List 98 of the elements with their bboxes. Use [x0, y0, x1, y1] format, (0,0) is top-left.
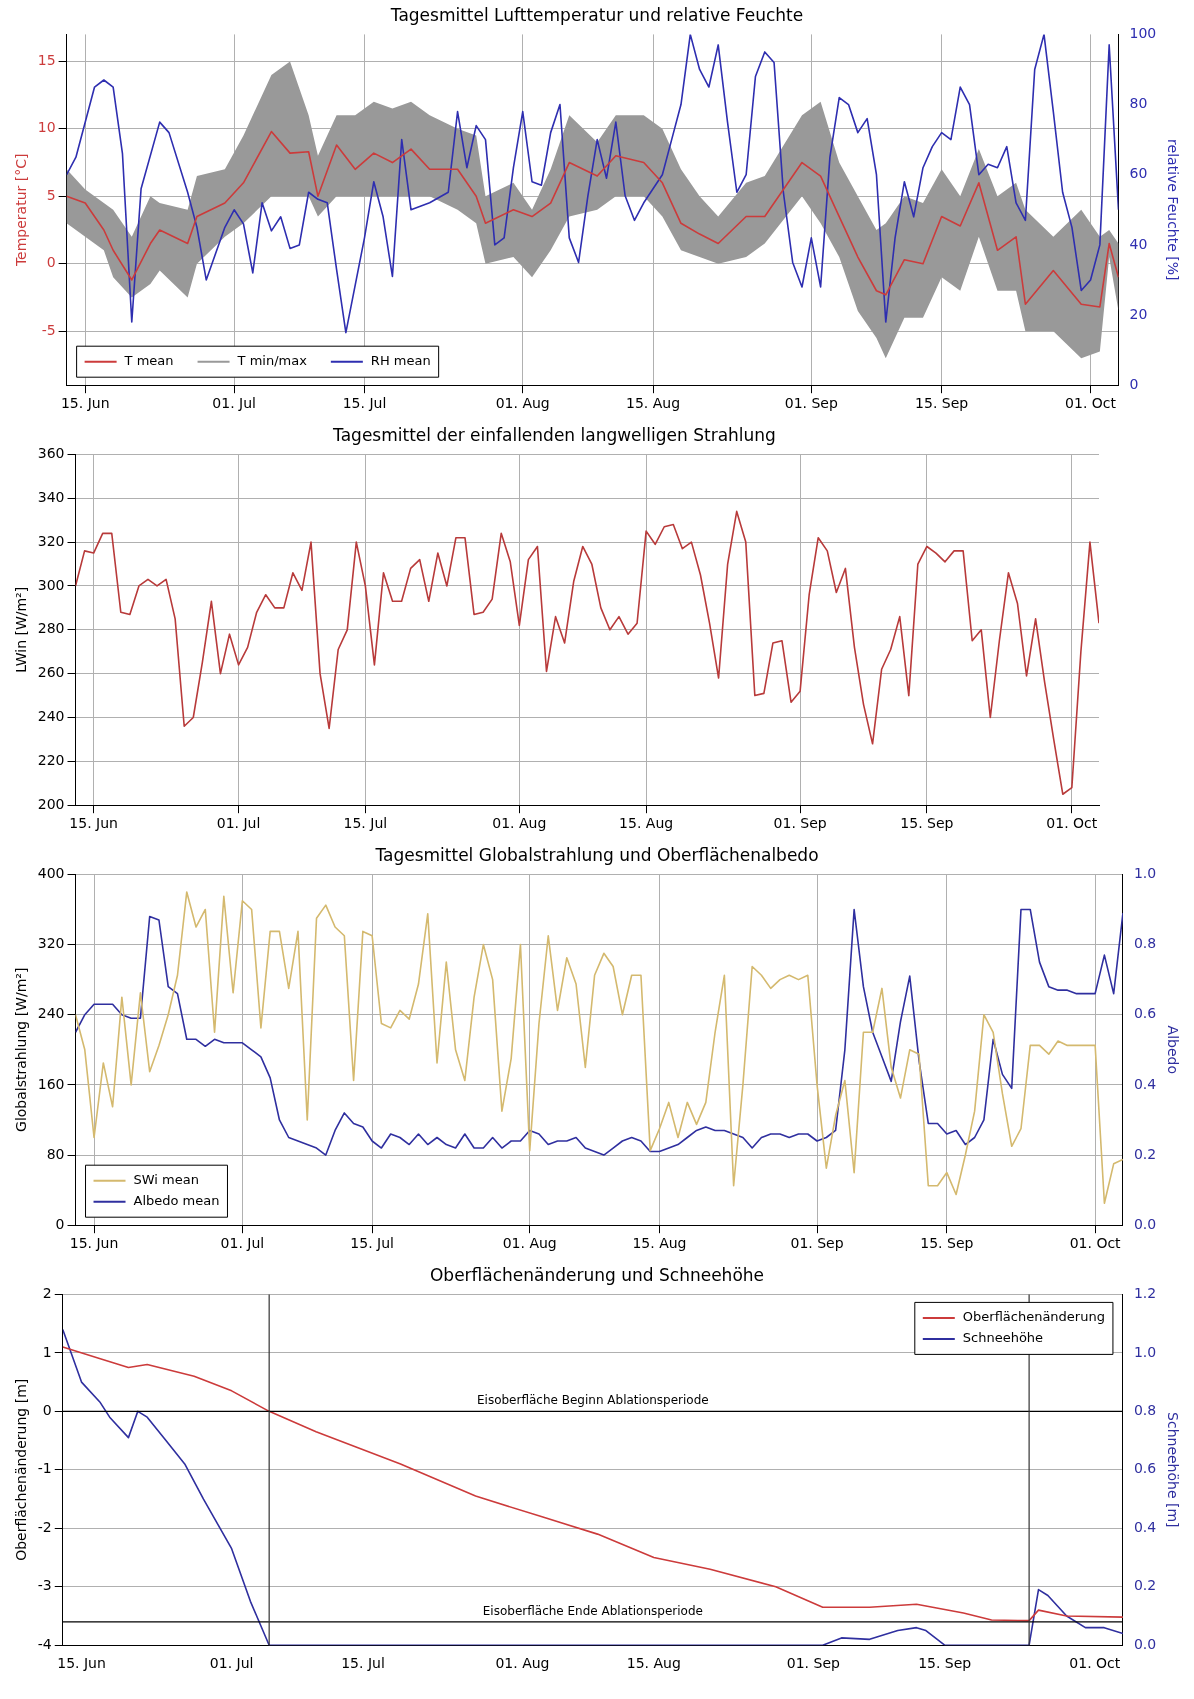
- y-axis-title: LWin [W/m²]: [13, 586, 30, 673]
- y-tick-label: 0: [55, 1215, 65, 1232]
- y-tick-label: -4: [37, 1635, 52, 1652]
- x-tick-label: 01. Jul: [220, 1235, 265, 1252]
- legend-label: T min/max: [236, 353, 308, 369]
- x-tick-label: 01. Sep: [773, 815, 827, 832]
- x-tick-label: 15. Aug: [626, 395, 681, 412]
- x-tick-label: 01. Aug: [495, 395, 550, 412]
- y-tick-label: 160: [37, 1075, 65, 1092]
- y-tick-label: 220: [37, 751, 65, 768]
- x-tick-label: 15. Jul: [350, 1235, 394, 1252]
- x-tick-label: 15. Aug: [632, 1235, 687, 1252]
- x-tick-label: 15. Sep: [915, 395, 969, 412]
- y-tick-label: 10: [37, 119, 56, 136]
- x-tick-label: 01. Oct: [1046, 815, 1098, 832]
- y2-tick-label: 0: [1129, 375, 1139, 392]
- y2-tick-label: 0.4: [1133, 1518, 1157, 1535]
- y-tick-label: -1: [37, 1460, 52, 1477]
- y-tick-label: -3: [37, 1577, 52, 1594]
- x-tick-label: 01. Jul: [216, 815, 261, 832]
- y2-tick-label: 0.6: [1133, 1460, 1157, 1477]
- y2-tick-label: 1.0: [1133, 1343, 1157, 1360]
- y2-tick-label: 1.2: [1133, 1285, 1157, 1302]
- chart-title: Tagesmittel Lufttemperatur und relative Feuchte: [389, 4, 804, 25]
- y-tick-label: 200: [37, 795, 65, 812]
- y-tick-label: 2: [42, 1285, 52, 1302]
- y-tick-label: 80: [46, 1145, 65, 1162]
- x-tick-label: 01. Sep: [784, 395, 838, 412]
- y2-tick-label: 0.8: [1133, 935, 1157, 952]
- y2-tick-label: 0.6: [1133, 1005, 1157, 1022]
- x-tick-label: 15. Jun: [57, 1655, 106, 1672]
- y-tick-label: -2: [37, 1518, 52, 1535]
- x-tick-label: 15. Jul: [343, 815, 388, 832]
- y-tick-label: -5: [41, 321, 56, 338]
- chart-title: Oberflächenänderung und Schneehöhe: [429, 1264, 765, 1285]
- legend-label: RH mean: [370, 353, 431, 369]
- y-tick-label: 5: [46, 186, 56, 203]
- chart-title: Tagesmittel der einfallenden langwelligen Strahlung: [332, 424, 776, 445]
- y2-tick-label: 0.0: [1133, 1215, 1157, 1232]
- y-tick-label: 260: [37, 664, 65, 681]
- y-tick-label: 1: [42, 1343, 52, 1360]
- x-tick-label: 01. Sep: [790, 1235, 844, 1252]
- x-tick-label: 15. Sep: [900, 815, 954, 832]
- y-axis-title: Globalstrahlung [W/m²]: [13, 967, 30, 1132]
- y-tick-label: 280: [37, 620, 65, 637]
- legend-label: SWi mean: [133, 1172, 199, 1188]
- y-tick-label: 0: [46, 254, 56, 271]
- x-tick-label: 01. Jul: [209, 1655, 254, 1672]
- y-tick-label: 240: [37, 708, 65, 725]
- y2-tick-label: 1.0: [1133, 865, 1157, 882]
- y2-tick-label: 0.8: [1133, 1401, 1157, 1418]
- y-tick-label: 0: [42, 1401, 52, 1418]
- y2-tick-label: 40: [1129, 235, 1148, 252]
- y-tick-label: 240: [37, 1005, 65, 1022]
- x-tick-label: 15. Sep: [918, 1655, 972, 1672]
- x-tick-label: 15. Aug: [619, 815, 674, 832]
- chart-title: Tagesmittel Globalstrahlung und Oberflächenalbedo: [374, 844, 819, 865]
- x-tick-label: 01. Sep: [786, 1655, 840, 1672]
- y-tick-label: 360: [37, 445, 65, 462]
- x-tick-label: 15. Jun: [69, 815, 118, 832]
- y2-tick-label: 80: [1129, 95, 1148, 112]
- x-tick-label: 15. Jun: [60, 395, 110, 412]
- y2-tick-label: 60: [1129, 165, 1148, 182]
- x-tick-label: 01. Oct: [1065, 395, 1117, 412]
- y-tick-label: 300: [37, 576, 65, 593]
- x-tick-label: 01. Jul: [212, 395, 256, 412]
- y2-tick-label: 100: [1129, 25, 1157, 42]
- legend-label: T mean: [123, 353, 174, 369]
- y2-tick-label: 20: [1129, 305, 1148, 322]
- x-tick-label: 15. Sep: [920, 1235, 974, 1252]
- x-tick-label: 15. Jun: [69, 1235, 119, 1252]
- legend-label: Oberflächenänderung: [962, 1309, 1105, 1325]
- legend-label: Schneehöhe: [962, 1330, 1044, 1346]
- y2-axis-title: Albedo: [1164, 1025, 1181, 1075]
- y-tick-label: 320: [37, 935, 65, 952]
- y2-axis-title: Schneehöhe [m]: [1164, 1412, 1181, 1528]
- y2-tick-label: 0.2: [1133, 1577, 1157, 1594]
- x-tick-label: 01. Oct: [1069, 1655, 1121, 1672]
- x-tick-label: 15. Jul: [341, 1655, 385, 1672]
- x-tick-label: 01. Aug: [502, 1235, 557, 1252]
- y-axis-title: Temperatur [°C]: [13, 153, 30, 268]
- x-tick-label: 01. Aug: [492, 815, 547, 832]
- x-tick-label: 15. Aug: [626, 1655, 681, 1672]
- y2-tick-label: 0.2: [1133, 1145, 1157, 1162]
- x-tick-label: 15. Jul: [342, 395, 387, 412]
- x-tick-label: 01. Aug: [495, 1655, 550, 1672]
- x-tick-label: 01. Oct: [1069, 1235, 1122, 1252]
- y-tick-label: 340: [37, 488, 65, 505]
- y-tick-label: 15: [37, 52, 56, 69]
- ref-line-label: Eisoberfläche Beginn Ablationsperiode: [476, 1393, 709, 1408]
- y2-tick-label: 0.4: [1133, 1075, 1157, 1092]
- y2-axis-title: relative Feuchte [%]: [1164, 139, 1181, 281]
- y-tick-label: 400: [37, 865, 65, 882]
- y-axis-title: Oberflächenänderung [m]: [13, 1378, 30, 1561]
- ref-line-label: Eisoberfläche Ende Ablationsperiode: [482, 1603, 703, 1618]
- legend-label: Albedo mean: [133, 1193, 220, 1209]
- y-tick-label: 320: [37, 532, 65, 549]
- y2-tick-label: 0.0: [1133, 1635, 1157, 1652]
